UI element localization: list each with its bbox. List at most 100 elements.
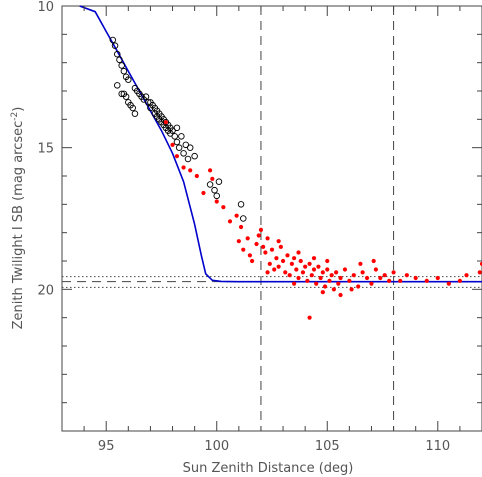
filled-circle-point	[318, 275, 323, 281]
filled-circle-point	[285, 253, 290, 258]
open-circle-point	[237, 201, 245, 208]
filled-circle-point	[256, 233, 261, 238]
filled-circle-point	[477, 270, 482, 275]
filled-circle-point	[280, 258, 286, 264]
filled-circle-point	[356, 284, 361, 289]
filled-circle-point	[163, 120, 168, 125]
filled-circle-point	[208, 168, 213, 173]
y-axis-title-close: )	[11, 107, 26, 112]
plot-frame	[61, 5, 482, 432]
y-axis-title-sup: -2	[10, 112, 20, 121]
filled-circle-point	[320, 270, 325, 275]
filled-circle-point	[210, 176, 215, 181]
data-points-layer	[109, 36, 482, 320]
filled-circle-point	[289, 261, 294, 266]
filled-circle-point	[269, 247, 275, 252]
open-circle-point	[144, 99, 152, 106]
filled-circle-point	[265, 270, 270, 275]
open-circle-point	[191, 152, 198, 160]
filled-circle-point	[267, 261, 272, 266]
open-circle-point	[114, 82, 121, 89]
filled-circle-point	[303, 264, 308, 269]
x-tick-label: 100	[204, 439, 229, 454]
axis-ticks: 95 100 105 110 10 15 20	[37, 0, 482, 454]
open-circle-point	[114, 50, 121, 58]
open-circle-point	[111, 42, 119, 49]
open-circle-point	[131, 110, 139, 117]
filled-circle-point	[247, 253, 252, 258]
open-circle-point	[184, 155, 192, 163]
open-circle-point	[213, 192, 220, 200]
filled-circle-point	[373, 267, 378, 272]
open-circle-point	[118, 62, 125, 69]
open-circle-point	[180, 150, 187, 157]
open-circle-point	[175, 144, 183, 151]
filled-circle-point	[250, 258, 255, 264]
filled-circle-point	[322, 284, 328, 289]
y-axis-title: Zenith Twilight I SB (mag arcsec-2)	[10, 107, 26, 330]
filled-circle-point	[307, 315, 312, 320]
open-circle-point	[186, 144, 194, 151]
filled-circle-point	[320, 290, 325, 295]
filled-circle-point	[188, 168, 193, 173]
filled-circle-point	[391, 270, 396, 275]
filled-circle-point	[404, 273, 409, 278]
filled-circle-point	[201, 190, 206, 196]
filled-circle-point	[181, 165, 186, 170]
filled-circle-point	[311, 267, 317, 272]
filled-circle-point	[371, 258, 376, 264]
filled-circle-point	[300, 270, 306, 275]
open-circle-point	[116, 56, 123, 64]
filled-circle-point	[261, 244, 266, 249]
filled-circle-point	[236, 239, 241, 244]
open-circle-point	[118, 90, 125, 98]
y-tick-label: 20	[37, 283, 54, 298]
filled-circle-point	[360, 270, 365, 275]
filled-circle-point	[174, 154, 180, 159]
x-tick-label: 105	[315, 439, 340, 454]
filled-circle-point	[296, 275, 301, 281]
filled-circle-point	[314, 281, 319, 286]
filled-circle-point	[349, 287, 354, 292]
open-circle-point	[129, 104, 136, 112]
filled-circle-point	[292, 281, 297, 286]
filled-circle-point	[311, 256, 317, 261]
filled-circle-point	[170, 142, 175, 147]
open-circle-point	[122, 93, 130, 100]
filled-circle-point	[424, 278, 429, 283]
filled-circle-point	[283, 270, 288, 275]
filled-circle-point	[263, 250, 268, 255]
y-axis-title-main: Zenith Twilight I SB (mag arcsec	[11, 121, 26, 330]
filled-circle-point	[364, 275, 370, 281]
filled-circle-point	[338, 275, 343, 281]
filled-circle-point	[194, 173, 199, 179]
filled-circle-point	[238, 224, 244, 230]
filled-circle-point	[342, 267, 348, 272]
filled-circle-point	[338, 292, 343, 298]
filled-circle-point	[398, 278, 403, 283]
filled-circle-point	[334, 270, 339, 275]
filled-circle-point	[298, 258, 303, 264]
filled-circle-point	[464, 273, 469, 278]
filled-circle-point	[272, 267, 277, 272]
open-circle-point	[178, 133, 185, 140]
filled-circle-point	[387, 278, 392, 283]
filled-circle-point	[245, 236, 250, 241]
filled-circle-point	[336, 281, 341, 286]
y-tick-label: 10	[37, 0, 54, 15]
filled-circle-point	[378, 275, 383, 281]
open-circle-point	[125, 76, 132, 83]
filled-circle-point	[307, 261, 312, 266]
filled-circle-point	[221, 205, 226, 210]
filled-circle-point	[325, 258, 330, 264]
filled-circle-point	[241, 247, 246, 252]
reference-lines	[62, 6, 482, 431]
open-circle-point	[211, 186, 218, 194]
filled-circle-point	[325, 267, 330, 272]
open-circle-point	[171, 133, 178, 140]
filled-circle-point	[446, 281, 451, 286]
filled-circle-point	[457, 278, 462, 283]
filled-circle-point	[234, 213, 239, 218]
filled-circle-point	[305, 278, 310, 283]
